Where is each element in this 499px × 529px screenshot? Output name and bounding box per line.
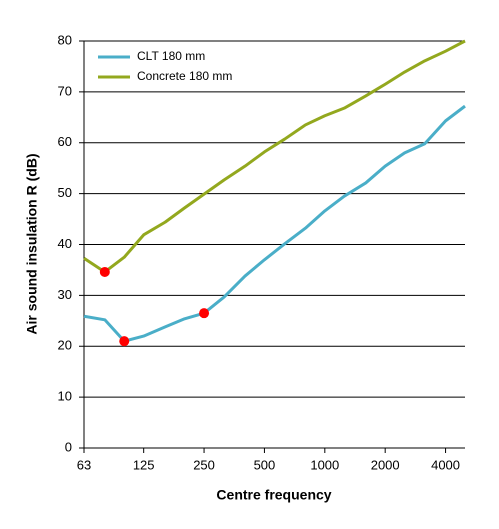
y-tick-label: 10 <box>58 389 72 404</box>
series-line <box>83 39 466 274</box>
y-tick-label: 0 <box>65 439 72 454</box>
highlight-point <box>199 308 210 319</box>
y-tick-label: 50 <box>58 185 72 200</box>
x-tick-label: 1000 <box>310 457 339 472</box>
x-tick-label: 4000 <box>431 457 460 472</box>
highlight-point <box>99 266 110 277</box>
y-tick-label: 40 <box>58 236 72 251</box>
y-tick-label: 70 <box>58 83 72 98</box>
x-tick-label: 2000 <box>371 457 400 472</box>
x-tick-label: 63 <box>77 457 91 472</box>
y-tick-label: 80 <box>58 32 72 47</box>
y-tick-label: 60 <box>58 134 72 149</box>
legend-label: CLT 180 mm <box>137 49 205 63</box>
highlight-point <box>119 336 130 347</box>
series-line <box>83 104 466 343</box>
legend-label: Concrete 180 mm <box>137 69 232 83</box>
x-axis-title: Centre frequency <box>216 487 331 503</box>
x-tick-label: 500 <box>254 457 276 472</box>
y-axis-title: Air sound insulation R (dB) <box>24 153 40 334</box>
y-tick-label: 20 <box>58 338 72 353</box>
y-tick-label: 30 <box>58 287 72 302</box>
x-tick-label: 250 <box>193 457 215 472</box>
x-tick-label: 125 <box>133 457 155 472</box>
